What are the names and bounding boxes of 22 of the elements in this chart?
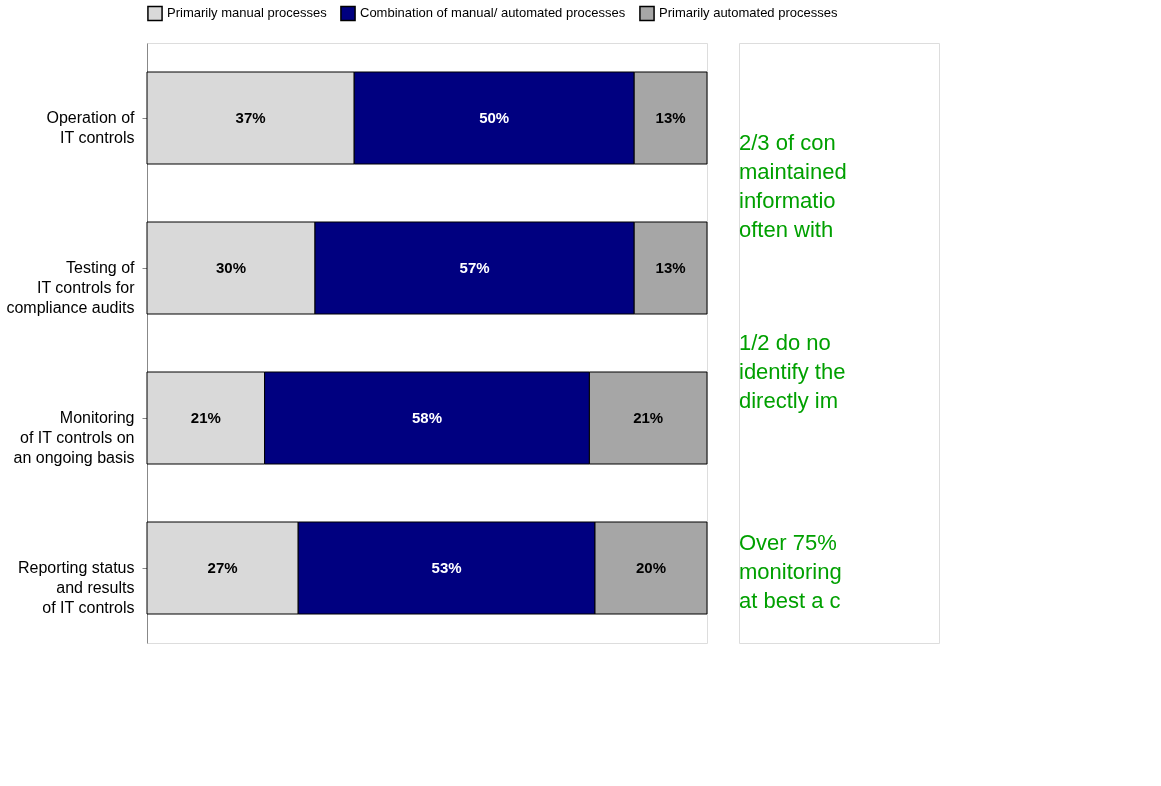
text: 1/2 do no identify the directly im [739,330,846,413]
data-label: 27% [207,559,238,576]
data-label: 50% [479,109,510,126]
data-label: 13% [655,259,686,276]
legend-label: Combination of manual/ automated processes [360,5,626,21]
data-label: 21% [633,409,664,426]
legend-label: Primarily automated processes [659,5,838,21]
data-label: 13% [655,109,686,126]
y-tick-label: Operation of IT controls [46,109,136,146]
y-tick-label: Testing of IT controls for compliance audits [6,259,136,316]
data-label: 57% [459,259,490,276]
text: 2/3 of con maintained informatio often with [739,130,847,242]
data-label: 20% [635,559,667,576]
data-label: 58% [411,409,443,426]
data-label: 30% [215,259,247,276]
data-label: 37% [235,109,266,126]
y-tick-label: Reporting status and results of IT controls [17,559,135,616]
legend-label: Primarily manual processes [167,5,328,21]
text: Over 75% monitoring at best a c [739,530,842,613]
y-tick-label: Monitoring of IT controls on an ongoing basis [13,409,135,466]
data-label: 53% [431,559,462,576]
data-label: 21% [190,409,221,426]
